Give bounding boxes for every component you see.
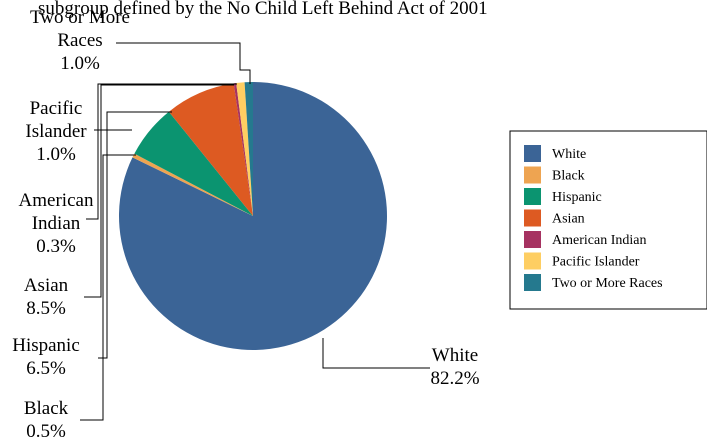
- pie-slice-white: [119, 82, 388, 350]
- legend-label-hispanic: Hispanic: [552, 190, 602, 205]
- leader-line-asian: [84, 84, 234, 298]
- chart-title: subgroup defined by the No Child Left Be…: [38, 0, 488, 19]
- slice-name-asian: Asian: [24, 275, 69, 296]
- slice-value-american-indian: 0.3%: [36, 236, 76, 257]
- legend-items: White Black Hispanic Asian American Indian Pa…: [524, 145, 663, 291]
- slice-name-hispanic: Hispanic: [12, 335, 80, 356]
- slice-label-american-indian: American Indian 0.3%: [19, 190, 94, 257]
- leader-line-black: [80, 154, 136, 421]
- slice-labels: White 82.2% Black 0.5% Hispanic 6.5% Asian 8.5%…: [12, 7, 479, 442]
- slice-label-hispanic: Hispanic 6.5%: [12, 335, 80, 379]
- slice-name-american-indian: Indian: [32, 213, 81, 234]
- pie-slice-hispanic: [134, 111, 253, 216]
- pie-slice-american-indian: [233, 83, 253, 216]
- slice-value-black: 0.5%: [26, 421, 66, 442]
- slice-value-hispanic: 6.5%: [26, 358, 66, 379]
- legend-label-white: White: [552, 147, 586, 162]
- leader-line-american-indian: [86, 83, 237, 220]
- slice-label-asian: Asian 8.5%: [24, 275, 69, 319]
- leader-line-hispanic: [98, 111, 172, 359]
- slice-value-asian: 8.5%: [26, 298, 66, 319]
- pie-slice-asian: [168, 83, 253, 217]
- legend-swatch-white: [524, 145, 541, 162]
- slice-name-american-indian: American: [19, 190, 94, 211]
- legend-label-american-indian: American Indian: [552, 233, 646, 248]
- slice-value-white: 82.2%: [430, 368, 479, 389]
- pie-slice-pacific-islander: [236, 82, 253, 216]
- legend-swatch-pacific-islander: [524, 252, 541, 270]
- legend-box: [509, 130, 707, 310]
- legend: White Black Hispanic Asian American Indian Pa…: [509, 130, 707, 310]
- legend-label-two-or-more-races: Two or More Races: [552, 276, 663, 291]
- slice-label-two-or-more-races: Two or More Races 1.0%: [30, 7, 130, 74]
- slice-name-two-or-more-races: Two or More: [30, 7, 130, 28]
- slice-name-white: White: [432, 345, 478, 366]
- legend-swatch-asian: [524, 209, 541, 227]
- slice-label-white: White 82.2%: [430, 345, 479, 389]
- legend-swatch-american-indian: [524, 231, 541, 248]
- legend-label-black: Black: [552, 169, 585, 184]
- legend-swatch-black: [524, 166, 541, 184]
- pie-slices: [119, 81, 388, 350]
- slice-name-pacific-islander: Islander: [25, 121, 87, 142]
- slice-name-pacific-islander: Pacific: [30, 98, 83, 119]
- legend-swatch-two-or-more-races: [524, 274, 541, 291]
- slice-name-two-or-more-races: Races: [57, 30, 102, 51]
- slice-name-black: Black: [24, 398, 69, 419]
- legend-label-pacific-islander: Pacific Islander: [552, 255, 640, 270]
- slice-label-black: Black 0.5%: [24, 398, 69, 442]
- legend-label-asian: Asian: [552, 212, 585, 227]
- pie-slice-black: [132, 153, 253, 216]
- slice-value-two-or-more-races: 1.0%: [60, 53, 100, 74]
- leader-line-two-or-more-races: [116, 42, 251, 84]
- pie-slice-two-or-more-races: [244, 81, 253, 216]
- slice-value-pacific-islander: 1.0%: [36, 144, 76, 165]
- leader-lines: [80, 42, 430, 421]
- legend-swatch-hispanic: [524, 188, 541, 205]
- slice-label-pacific-islander: Pacific Islander 1.0%: [25, 98, 87, 165]
- leader-line-white: [322, 338, 430, 369]
